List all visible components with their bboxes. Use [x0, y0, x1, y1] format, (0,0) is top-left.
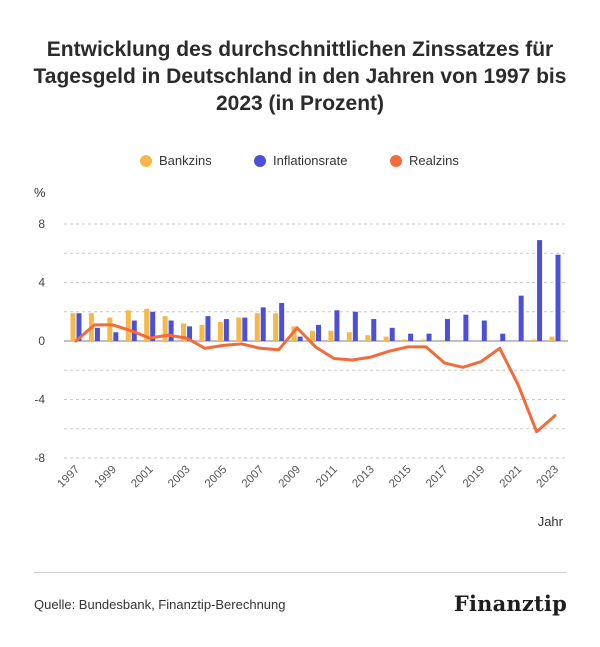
- x-tick-label: 2009: [277, 464, 304, 491]
- bar-inflationsrate: [279, 302, 285, 341]
- legend-marker-realzins: [390, 154, 402, 167]
- x-tick-label: 2007: [240, 464, 267, 491]
- bar-inflationsrate: [518, 295, 524, 341]
- y-tick-labels: 8 4 0 -4 -8: [34, 217, 45, 465]
- bar-inflationsrate: [297, 336, 303, 341]
- y-axis-unit: %: [34, 185, 46, 200]
- bar-inflationsrate: [150, 311, 156, 341]
- bar-bankzins: [236, 317, 242, 341]
- bar-bankzins: [420, 339, 426, 341]
- x-tick-label: 2001: [129, 464, 156, 491]
- bar-bankzins: [549, 336, 555, 341]
- y-tick-label: 4: [38, 276, 45, 290]
- legend-label-inflation: Inflationsrate: [273, 153, 348, 168]
- legend-item-bankzins: Bankzins: [140, 153, 212, 168]
- x-tick-label: 2005: [203, 464, 230, 491]
- bar-bankzins: [125, 310, 131, 341]
- x-tick-label: 2023: [535, 464, 562, 491]
- x-tick-label: 2011: [314, 464, 340, 490]
- source-note: Quelle: Bundesbank, Finanztip-Berechnung: [34, 597, 286, 612]
- bar-inflationsrate: [260, 307, 266, 341]
- bar-bankzins: [217, 321, 223, 341]
- chart-canvas: 8 4 0 -4 -8 1997 1999 2001 2003 2005 2007 2009 2011…: [34, 217, 568, 529]
- x-tick-label: 1997: [56, 464, 83, 491]
- bar-bankzins: [199, 324, 205, 341]
- bar-inflationsrate: [408, 333, 414, 341]
- x-axis-label: Jahr: [538, 514, 564, 529]
- bar-inflationsrate: [187, 326, 193, 341]
- x-tick-label: 2017: [424, 464, 451, 491]
- bar-inflationsrate: [334, 310, 340, 341]
- realzins-line: [74, 323, 557, 434]
- bar-bankzins: [310, 330, 315, 341]
- x-tick-label: 2003: [166, 464, 193, 491]
- realzins-polyline: [74, 323, 557, 434]
- x-tick-label: 2015: [387, 464, 414, 491]
- bar-inflationsrate: [555, 254, 561, 341]
- y-tick-label: 8: [38, 217, 45, 231]
- bar-inflationsrate: [444, 319, 450, 341]
- bar-inflationsrate: [500, 333, 506, 341]
- bar-bankzins: [254, 313, 260, 341]
- bar-inflationsrate: [205, 316, 211, 341]
- bar-inflationsrate: [352, 311, 358, 341]
- bar-bankzins: [531, 339, 537, 341]
- bar-inflationsrate: [463, 314, 469, 341]
- y-tick-label: -4: [34, 393, 45, 407]
- legend-label-bankzins: Bankzins: [159, 153, 212, 168]
- bar-inflationsrate: [389, 327, 395, 341]
- bar-bankzins: [70, 313, 76, 341]
- x-tick-label: 2019: [461, 464, 488, 491]
- bar-bankzins: [181, 323, 187, 341]
- bar-bankzins: [273, 313, 279, 341]
- bar-inflationsrate: [316, 324, 321, 341]
- bar-inflationsrate: [223, 319, 229, 341]
- footer-divider: [34, 572, 567, 573]
- legend-item-realzins: Realzins: [390, 153, 459, 168]
- bar-inflationsrate: [481, 320, 487, 341]
- legend-marker-bankzins: [140, 154, 152, 167]
- legend: Bankzins Inflationsrate Realzins: [0, 153, 600, 173]
- bar-inflationsrate: [168, 320, 174, 341]
- bar-inflationsrate: [113, 332, 119, 341]
- bar-bankzins: [402, 339, 408, 341]
- x-tick-label: 2021: [498, 464, 525, 491]
- legend-label-realzins: Realzins: [409, 153, 459, 168]
- bar-bankzins: [383, 336, 389, 341]
- x-tick-label: 1999: [92, 464, 119, 491]
- x-tick-label: 2013: [350, 464, 377, 491]
- bar-bankzins: [144, 308, 150, 341]
- bar-inflationsrate: [76, 313, 82, 341]
- bar-inflationsrate: [94, 327, 100, 341]
- bar-bankzins: [328, 330, 334, 341]
- y-tick-label: -8: [34, 451, 45, 465]
- bar-inflationsrate: [426, 333, 432, 341]
- bar-bankzins: [162, 316, 168, 341]
- chart-title: Entwicklung des durchschnittlichen Zinss…: [33, 38, 567, 115]
- y-tick-label: 0: [38, 334, 45, 348]
- x-tick-labels: 1997 1999 2001 2003 2005 2007 2009 2011 2013 2015…: [56, 464, 562, 491]
- bar-bankzins: [107, 317, 113, 341]
- bars: [70, 240, 561, 342]
- bar-bankzins: [346, 332, 352, 341]
- legend-marker-inflation: [254, 154, 266, 167]
- bar-inflationsrate: [242, 317, 248, 341]
- bar-inflationsrate: [537, 240, 543, 341]
- legend-item-inflation: Inflationsrate: [254, 153, 347, 168]
- finanztip-logo: Finanztip: [453, 591, 567, 616]
- bar-inflationsrate: [371, 319, 377, 341]
- bar-bankzins: [365, 335, 371, 341]
